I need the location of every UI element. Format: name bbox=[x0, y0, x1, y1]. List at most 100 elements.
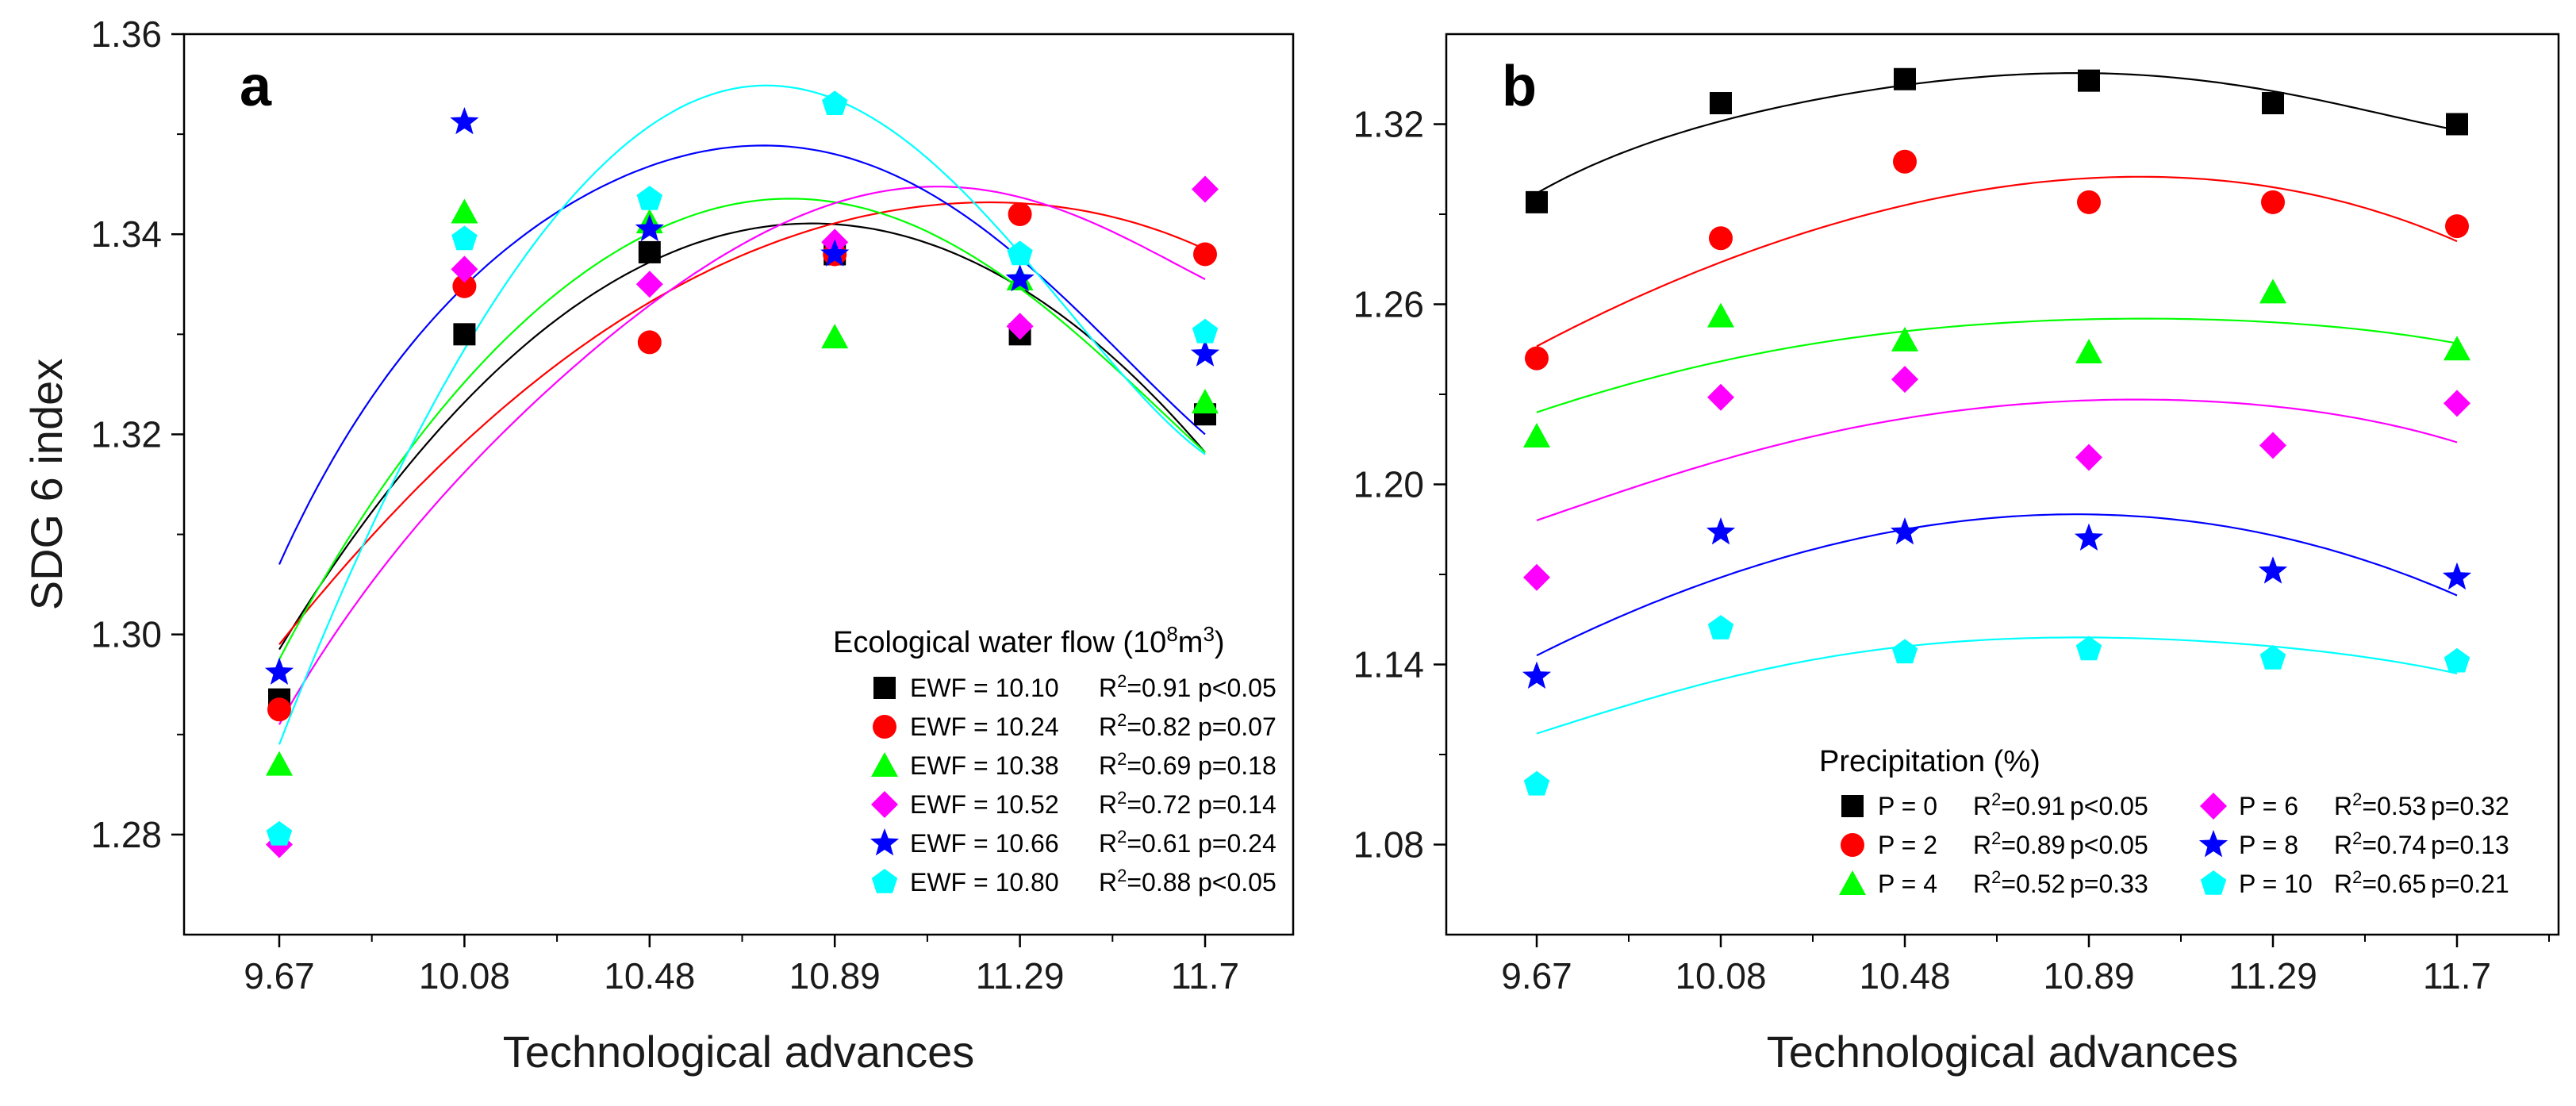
data-point bbox=[1192, 175, 1219, 203]
data-point bbox=[451, 225, 478, 251]
x-tick-label: 11.7 bbox=[2423, 955, 2491, 997]
data-point bbox=[1525, 346, 1549, 371]
fit-curve bbox=[1536, 636, 2458, 735]
data-point bbox=[2075, 636, 2102, 661]
legend-marker bbox=[1841, 833, 1864, 857]
data-point bbox=[451, 255, 478, 283]
x-axis-title: Technological advances bbox=[1767, 1027, 2239, 1077]
legend-r2: R2=0.89 bbox=[1973, 828, 2065, 859]
legend-r2: R2=0.82 bbox=[1099, 710, 1191, 741]
legend-r2: R2=0.88 bbox=[1099, 866, 1191, 897]
data-point bbox=[1008, 202, 1032, 226]
data-point bbox=[1192, 318, 1219, 344]
data-point bbox=[2444, 390, 2470, 417]
data-point bbox=[2075, 444, 2102, 471]
legend-marker bbox=[871, 791, 898, 818]
data-point bbox=[1523, 770, 1550, 796]
fit-curve bbox=[1536, 513, 2458, 657]
legend-p-value: p<0.05 bbox=[2070, 831, 2148, 859]
data-point bbox=[1894, 67, 1916, 90]
legend-label: P = 8 bbox=[2239, 831, 2298, 859]
legend-entry: EWF = 10.80 R2=0.88 p<0.05 bbox=[871, 866, 1276, 897]
y-tick-label: 1.36 bbox=[90, 13, 162, 55]
x-tick-label: 10.48 bbox=[604, 955, 695, 997]
y-axis-title: SDG 6 index bbox=[21, 359, 71, 611]
y-tick-label: 1.34 bbox=[90, 213, 162, 255]
fit-curve bbox=[1536, 317, 2458, 413]
legend-label: P = 0 bbox=[1878, 792, 1937, 820]
data-point bbox=[1706, 517, 1736, 545]
fit-curve bbox=[1536, 72, 2458, 194]
legend-entry: P = 0 R2=0.91 p<0.05 bbox=[1841, 789, 2148, 820]
y-tick-label: 1.32 bbox=[1353, 104, 1424, 145]
data-point bbox=[2446, 113, 2468, 136]
data-point bbox=[2258, 556, 2288, 584]
x-tick-label: 10.89 bbox=[789, 955, 881, 997]
legend-marker bbox=[2198, 830, 2229, 858]
legend-entry: P = 4 R2=0.52 p=0.33 bbox=[1839, 867, 2148, 898]
fit-curve bbox=[1536, 175, 2458, 348]
data-point bbox=[1193, 242, 1217, 267]
y-tick-label: 1.14 bbox=[1353, 644, 1424, 685]
legend-marker bbox=[1839, 870, 1866, 895]
x-tick-label: 9.67 bbox=[1501, 955, 1572, 997]
panel-a: 1.28 1.30 1.32 1.34 1.36 9.67 10.08 10.48 10.89 1… bbox=[21, 13, 1295, 1077]
legend-label: P = 10 bbox=[2239, 870, 2313, 898]
y-tick-label: 1.32 bbox=[90, 413, 162, 455]
legend-entry: EWF = 10.38 R2=0.69 p=0.18 bbox=[871, 749, 1276, 780]
data-point bbox=[821, 324, 849, 349]
data-point bbox=[1709, 226, 1733, 251]
data-point bbox=[1006, 313, 1034, 340]
legend-label: P = 6 bbox=[2239, 792, 2298, 820]
legend-entry: P = 8 R2=0.74 p=0.13 bbox=[2198, 828, 2509, 859]
legend-p-value: p=0.32 bbox=[2431, 792, 2509, 820]
legend-p-value: p=0.21 bbox=[2431, 870, 2509, 898]
data-point bbox=[1891, 639, 1918, 664]
legend-p-value: p=0.13 bbox=[2431, 831, 2509, 859]
fit-curve bbox=[278, 198, 1206, 660]
legend-entry: P = 2 R2=0.89 p<0.05 bbox=[1841, 828, 2148, 859]
data-point bbox=[1005, 264, 1035, 292]
data-point bbox=[2074, 523, 2104, 551]
legend-title: Precipitation (%) bbox=[1819, 745, 2040, 778]
legend-r2: R2=0.69 bbox=[1099, 749, 1191, 780]
data-point bbox=[636, 186, 662, 210]
legend-marker bbox=[2200, 870, 2227, 895]
panel-label: a bbox=[240, 55, 272, 118]
legend-r2: R2=0.72 bbox=[1099, 788, 1191, 819]
data-point bbox=[2259, 278, 2286, 304]
legend-entry: EWF = 10.10 R2=0.91 p<0.05 bbox=[873, 671, 1276, 702]
data-point bbox=[264, 657, 294, 685]
legend-label: P = 4 bbox=[1878, 870, 1937, 898]
data-point bbox=[1526, 190, 1548, 213]
data-point bbox=[266, 820, 293, 846]
data-point bbox=[2077, 190, 2101, 214]
data-point bbox=[637, 330, 662, 355]
legend-marker bbox=[873, 677, 896, 699]
data-point bbox=[1007, 240, 1033, 266]
legend-label: EWF = 10.24 bbox=[910, 712, 1059, 741]
legend-r2: R2=0.91 bbox=[1099, 671, 1191, 702]
legend-p-value: p<0.05 bbox=[1198, 868, 1276, 897]
legend-marker bbox=[871, 752, 898, 777]
fit-curve bbox=[278, 201, 1206, 645]
x-tick-label: 10.89 bbox=[2043, 955, 2134, 997]
data-point bbox=[451, 198, 478, 224]
legend-label: P = 2 bbox=[1878, 831, 1937, 859]
legend-r2: R2=0.65 bbox=[2334, 867, 2426, 898]
legend-entry: P = 6 R2=0.53 p=0.32 bbox=[2200, 789, 2509, 820]
data-point bbox=[638, 240, 661, 263]
data-point bbox=[1523, 422, 1550, 447]
x-tick-label: 11.29 bbox=[2229, 955, 2317, 997]
fit-curve bbox=[278, 84, 1206, 745]
legend-p-value: p=0.18 bbox=[1198, 751, 1276, 780]
legend-entry: EWF = 10.52 R2=0.72 p=0.14 bbox=[871, 788, 1276, 819]
data-point bbox=[635, 213, 664, 242]
data-point bbox=[820, 239, 850, 267]
data-point bbox=[1522, 661, 1552, 689]
y-tick-label: 1.08 bbox=[1353, 824, 1424, 866]
legend-p-value: p<0.05 bbox=[2070, 792, 2148, 820]
data-point bbox=[1893, 149, 1917, 174]
